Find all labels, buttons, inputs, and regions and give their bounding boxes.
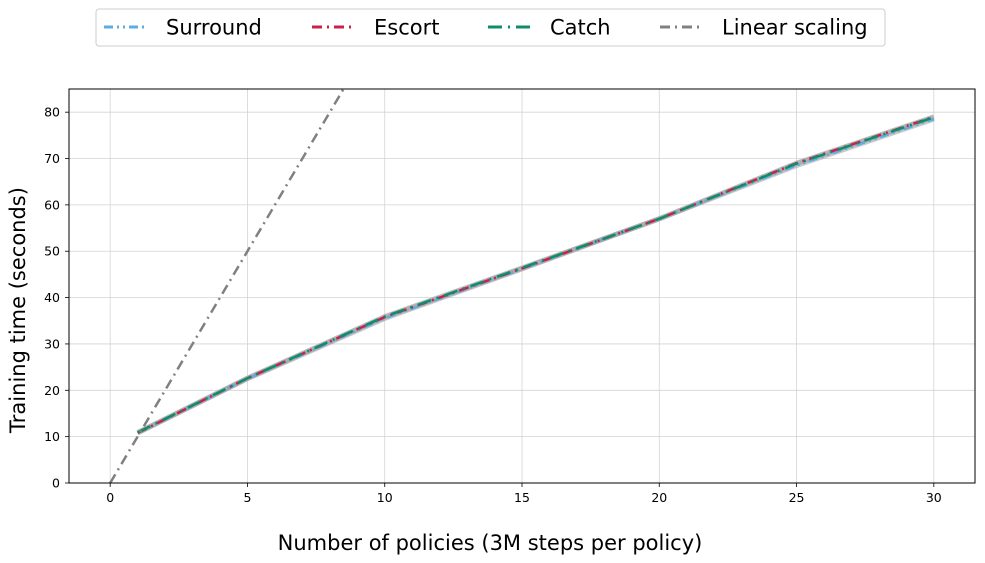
y-tick-label: 30: [44, 336, 60, 351]
y-tick-label: 80: [44, 105, 60, 120]
series-underlay-surround: [136, 116, 935, 436]
x-tick-label: 5: [243, 490, 251, 505]
y-tick-label: 60: [44, 197, 60, 212]
series-underlay-escort: [136, 114, 935, 436]
series-group: [109, 89, 935, 483]
series-line-surround: [137, 117, 935, 435]
y-tick-label: 50: [44, 244, 60, 259]
y-tick-label: 0: [52, 476, 60, 491]
ticks: 0 5 10 15 20 25 30 0 10 20 30 40 50 60 70 80: [44, 105, 942, 505]
grid: [69, 89, 975, 484]
x-axis-label: Number of policies (3M steps per policy): [278, 531, 703, 555]
legend-label-catch: Catch: [550, 16, 611, 40]
y-tick-label: 40: [44, 290, 60, 305]
series-line-escort: [137, 115, 935, 435]
x-tick-label: 15: [514, 490, 530, 505]
y-axis-label: Training time (seconds): [6, 187, 30, 434]
legend: Surround Escort Catch Linear scaling: [95, 8, 886, 47]
x-tick-label: 25: [789, 490, 805, 505]
y-tick-label: 10: [44, 429, 60, 444]
x-tick-label: 30: [926, 490, 942, 505]
series-line-catch: [137, 116, 935, 434]
series-line-linear-scaling: [109, 89, 345, 483]
legend-label-surround: Surround: [166, 16, 262, 40]
y-tick-label: 70: [44, 151, 60, 166]
x-tick-label: 20: [651, 490, 667, 505]
series-underlay-catch: [136, 114, 935, 435]
y-tick-label: 20: [44, 383, 60, 398]
legend-label-escort: Escort: [374, 16, 439, 40]
x-tick-label: 10: [377, 490, 393, 505]
x-tick-label: 0: [106, 490, 114, 505]
legend-label-linear-scaling: Linear scaling: [722, 16, 868, 40]
